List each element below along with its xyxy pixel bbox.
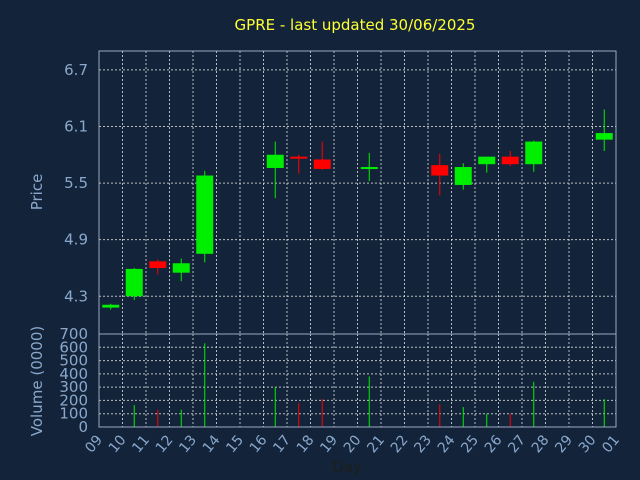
volume-tick-label: 200: [59, 391, 88, 409]
price-tick-label: 6.1: [64, 117, 88, 135]
x-tick-label: 10: [106, 432, 130, 456]
x-tick-label: 25: [458, 432, 482, 456]
candle-body: [360, 167, 378, 170]
volume-tick-label: 400: [59, 365, 88, 383]
x-axis-ticks: 09 10 11 12 13 14 15 16 17 18 19 20 21 22 23 24 25 26 27 28…: [82, 432, 623, 456]
price-grid: [99, 51, 616, 334]
x-tick-label: 15: [223, 432, 247, 456]
price-tick-label: 5.5: [64, 174, 88, 192]
x-tick-label: 29: [552, 432, 576, 456]
candle-body: [454, 167, 472, 185]
price-y-ticks: 6.7 6.1 5.5 4.9 4.3: [64, 61, 88, 305]
volume-bars: [133, 343, 605, 427]
x-tick-label: 13: [176, 432, 200, 456]
candle-body: [478, 156, 496, 165]
volume-axis-label: Volume (0000): [28, 326, 46, 436]
x-tick-label: 27: [505, 432, 529, 456]
candle-body: [125, 268, 143, 297]
candle-body: [149, 261, 167, 268]
x-tick-label: 16: [247, 432, 271, 456]
x-tick-label: 14: [200, 432, 224, 456]
x-tick-label: 23: [411, 432, 435, 456]
x-tick-label: 19: [317, 432, 341, 456]
x-tick-label: 28: [529, 432, 553, 456]
volume-tick-label: 100: [59, 405, 88, 423]
x-tick-label: 17: [270, 432, 294, 456]
candle-body: [196, 175, 214, 254]
volume-tick-label: 600: [59, 338, 88, 356]
candle-body: [595, 133, 613, 140]
price-tick-label: 4.3: [64, 287, 88, 305]
x-tick-label: 22: [388, 432, 412, 456]
volume-tick-label: 300: [59, 378, 88, 396]
candles: [102, 109, 613, 310]
price-tick-label: 6.7: [64, 61, 88, 79]
volume-grid: [99, 334, 616, 427]
price-axis-label: Price: [28, 174, 46, 211]
candle-body: [313, 159, 331, 169]
x-tick-label: 30: [576, 432, 600, 456]
x-tick-label: 18: [294, 432, 318, 456]
x-tick-label: 21: [364, 432, 388, 456]
price-panel: 6.7 6.1 5.5 4.9 4.3: [64, 50, 617, 335]
price-tick-label: 4.9: [64, 231, 88, 249]
candle-body: [501, 156, 519, 165]
candle-body: [102, 304, 120, 308]
x-tick-label: 20: [341, 432, 365, 456]
candle-body: [266, 154, 284, 168]
candle-body: [290, 156, 308, 159]
candle-body: [172, 263, 190, 273]
x-tick-label: 11: [129, 432, 153, 456]
x-tick-label: 24: [435, 432, 459, 456]
candle-body: [431, 165, 449, 176]
candle-body: [525, 141, 543, 165]
x-axis-label: Day: [332, 458, 362, 476]
volume-frame: [98, 333, 617, 428]
volume-tick-label: 500: [59, 352, 88, 370]
x-tick-label: 12: [153, 432, 177, 456]
chart-title: GPRE - last updated 30/06/2025: [235, 16, 476, 34]
x-tick-label: 01: [599, 432, 623, 456]
volume-tick-label: 0: [78, 418, 88, 436]
volume-tick-label: 700: [59, 325, 88, 343]
x-tick-label: 26: [482, 432, 506, 456]
